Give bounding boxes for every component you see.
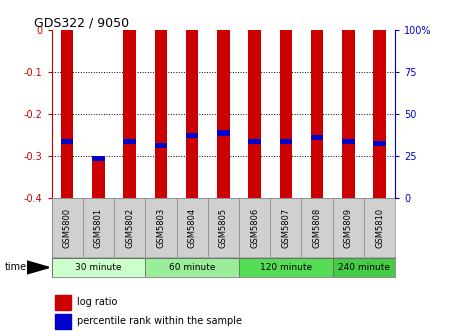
FancyBboxPatch shape <box>239 198 270 257</box>
FancyBboxPatch shape <box>145 258 239 277</box>
FancyBboxPatch shape <box>239 258 333 277</box>
Bar <box>186 30 198 198</box>
Text: 120 minute: 120 minute <box>260 263 312 272</box>
Text: GSM5808: GSM5808 <box>313 208 321 248</box>
Bar <box>280 139 292 144</box>
Text: GSM5807: GSM5807 <box>282 208 291 248</box>
Bar <box>248 30 261 198</box>
Text: GSM5809: GSM5809 <box>344 208 353 248</box>
Bar <box>248 139 261 144</box>
FancyBboxPatch shape <box>208 198 239 257</box>
Bar <box>123 139 136 144</box>
Text: GSM5810: GSM5810 <box>375 208 384 248</box>
Text: GSM5800: GSM5800 <box>63 208 72 248</box>
Text: 60 minute: 60 minute <box>169 263 216 272</box>
FancyBboxPatch shape <box>52 258 145 277</box>
Text: log ratio: log ratio <box>77 297 118 307</box>
Text: GSM5802: GSM5802 <box>125 208 134 248</box>
FancyBboxPatch shape <box>176 198 208 257</box>
FancyBboxPatch shape <box>52 198 83 257</box>
Bar <box>373 141 386 146</box>
Bar <box>217 130 229 136</box>
Text: GSM5806: GSM5806 <box>250 208 259 248</box>
Text: GSM5801: GSM5801 <box>94 208 103 248</box>
Bar <box>280 30 292 198</box>
FancyBboxPatch shape <box>114 198 145 257</box>
Text: 30 minute: 30 minute <box>75 263 122 272</box>
Bar <box>92 156 105 161</box>
Text: GDS322 / 9050: GDS322 / 9050 <box>35 16 130 29</box>
Text: time: time <box>4 262 26 272</box>
Bar <box>217 30 229 198</box>
Text: GSM5803: GSM5803 <box>156 208 165 248</box>
Bar <box>92 161 105 198</box>
Text: 240 minute: 240 minute <box>338 263 390 272</box>
FancyBboxPatch shape <box>301 198 333 257</box>
FancyBboxPatch shape <box>270 198 301 257</box>
Bar <box>55 295 70 310</box>
Bar <box>186 132 198 138</box>
FancyBboxPatch shape <box>83 198 114 257</box>
Bar <box>61 139 74 144</box>
Bar <box>55 314 70 329</box>
FancyBboxPatch shape <box>364 198 395 257</box>
Text: GSM5804: GSM5804 <box>188 208 197 248</box>
Bar <box>311 135 323 140</box>
Bar <box>342 139 355 144</box>
Polygon shape <box>27 261 49 274</box>
Text: percentile rank within the sample: percentile rank within the sample <box>77 316 242 326</box>
Bar <box>154 143 167 149</box>
Text: GSM5805: GSM5805 <box>219 208 228 248</box>
Bar <box>154 30 167 198</box>
FancyBboxPatch shape <box>145 198 176 257</box>
Bar <box>311 30 323 198</box>
Bar <box>123 30 136 198</box>
FancyBboxPatch shape <box>333 258 395 277</box>
Bar <box>342 30 355 198</box>
FancyBboxPatch shape <box>333 198 364 257</box>
Bar <box>373 30 386 198</box>
Bar <box>61 30 74 198</box>
